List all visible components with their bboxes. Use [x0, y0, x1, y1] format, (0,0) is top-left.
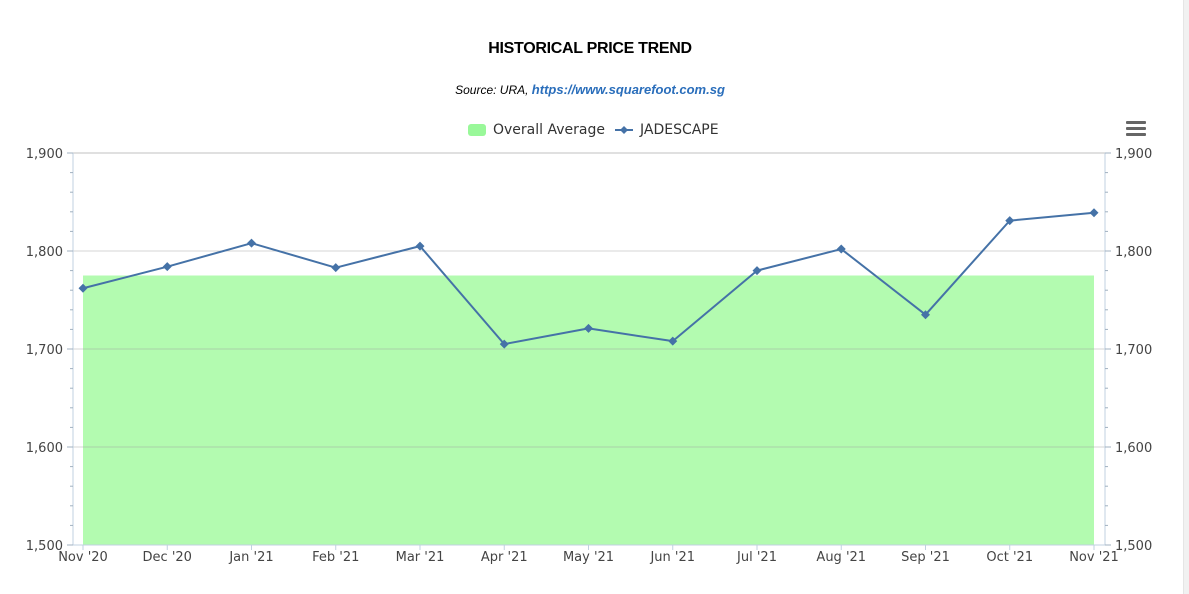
x-tick-label: Mar '21 — [396, 550, 445, 565]
y-tick-label-left: 1,700 — [26, 343, 63, 358]
x-tick-label: Dec '20 — [143, 550, 192, 565]
y-tick-label-right: 1,800 — [1115, 245, 1152, 260]
x-tick-label: May '21 — [563, 550, 614, 565]
y-tick-label-right: 1,900 — [1115, 147, 1152, 162]
data-point-jadescape — [331, 263, 341, 273]
y-tick-label-right: 1,500 — [1115, 539, 1152, 554]
x-tick-label: Sep '21 — [901, 550, 950, 565]
data-point-jadescape — [162, 262, 172, 272]
x-tick-label: Nov '20 — [58, 550, 108, 565]
y-tick-label-left: 1,600 — [26, 441, 63, 456]
subtitle-source: Source: URA, — [455, 83, 532, 97]
chart-subtitle: Source: URA, https://www.squarefoot.com.… — [0, 82, 1180, 97]
data-point-jadescape — [584, 323, 593, 333]
chart-context-menu-button[interactable] — [1124, 118, 1148, 140]
y-tick-label-right: 1,700 — [1115, 343, 1152, 358]
data-point-jadescape — [415, 241, 425, 251]
y-tick-label-left: 1,800 — [26, 245, 63, 260]
y-tick-label-left: 1,500 — [26, 539, 63, 554]
legend-label-jadescape: JADESCAPE — [639, 122, 719, 138]
x-tick-label: Aug '21 — [816, 550, 866, 565]
hamburger-menu-icon-bar — [1126, 127, 1146, 130]
chart-title: HISTORICAL PRICE TREND — [488, 40, 692, 57]
y-tick-label-left: 1,900 — [26, 147, 63, 162]
x-tick-label: Oct '21 — [986, 550, 1033, 565]
legend-label-overall-average: Overall Average — [493, 122, 605, 138]
area-overall-average — [83, 275, 1094, 545]
data-point-jadescape — [752, 266, 762, 276]
data-point-jadescape — [1089, 208, 1099, 218]
x-tick-label: Nov '21 — [1069, 550, 1119, 565]
data-point-jadescape — [78, 283, 88, 293]
page-scrollbar[interactable] — [1183, 0, 1189, 594]
data-point-jadescape — [836, 244, 846, 254]
legend-line-marker-icon — [614, 126, 633, 134]
x-tick-label: Jan '21 — [228, 550, 273, 565]
x-tick-label: Jul '21 — [736, 550, 777, 565]
hamburger-menu-icon-bar — [1126, 133, 1146, 136]
data-point-jadescape — [499, 339, 509, 349]
legend-item-jadescape[interactable]: JADESCAPE — [614, 122, 719, 138]
chart-legend: Overall Average JADESCAPE — [468, 122, 729, 138]
x-tick-label: Apr '21 — [481, 550, 528, 565]
data-point-jadescape — [247, 238, 256, 248]
legend-item-overall-average[interactable]: Overall Average — [468, 122, 605, 138]
x-tick-label: Jun '21 — [649, 550, 695, 565]
hamburger-menu-icon — [1126, 121, 1146, 124]
y-tick-label-right: 1,600 — [1115, 441, 1152, 456]
legend-swatch-overall-average — [468, 124, 486, 136]
x-tick-label: Feb '21 — [312, 550, 359, 565]
data-point-jadescape — [668, 336, 678, 346]
data-point-jadescape — [1005, 216, 1015, 226]
subtitle-link[interactable]: https://www.squarefoot.com.sg — [531, 82, 725, 97]
data-point-jadescape — [921, 310, 930, 320]
